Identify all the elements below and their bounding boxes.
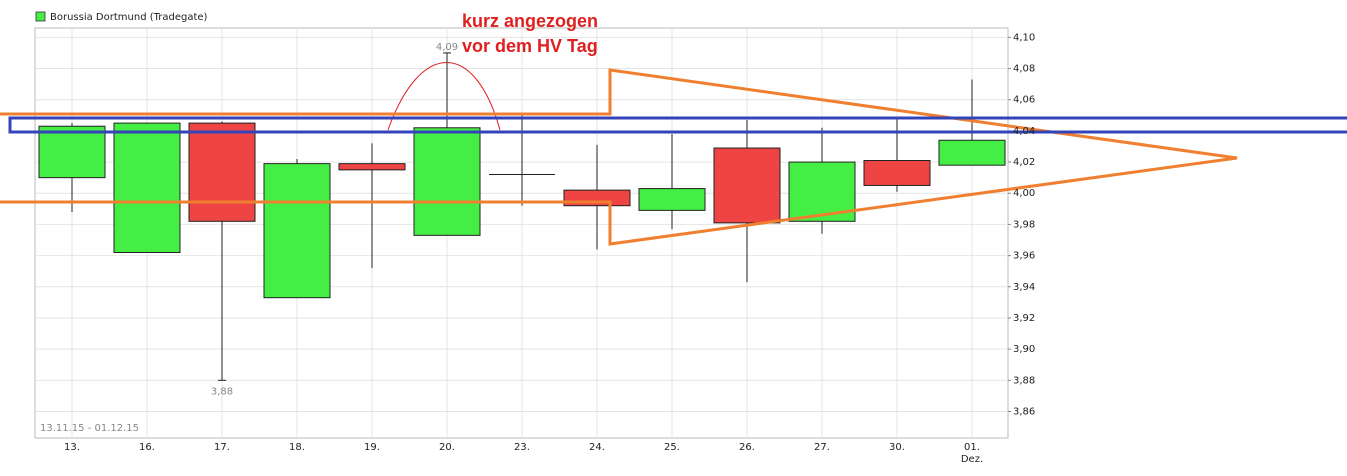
y-tick-label: 4,02 xyxy=(1013,157,1035,168)
y-tick-label: 4,08 xyxy=(1013,64,1035,75)
x-tick-label: 23. xyxy=(514,442,530,453)
arc-overlay xyxy=(387,62,501,131)
candles xyxy=(38,52,1006,381)
y-tick-label: 4,00 xyxy=(1013,188,1035,199)
body xyxy=(638,188,706,211)
y-tick-label: 4,10 xyxy=(1013,32,1035,43)
x-tick-label: 18. xyxy=(289,442,305,453)
date-range: 13.11.15 - 01.12.15 xyxy=(40,423,139,434)
body xyxy=(713,147,781,224)
legend-label: Borussia Dortmund (Tradegate) xyxy=(50,12,208,23)
body xyxy=(938,139,1006,166)
y-tick-label: 3,90 xyxy=(1013,344,1035,355)
low-label: 3,88 xyxy=(211,386,233,397)
body xyxy=(38,125,106,179)
x-tick-label: 24. xyxy=(589,442,605,453)
body xyxy=(188,122,256,222)
high-label: 4,09 xyxy=(436,42,458,53)
y-tick-label: 3,88 xyxy=(1013,375,1035,386)
y-tick-label: 4,04 xyxy=(1013,126,1035,137)
triangle-overlay xyxy=(0,68,1238,246)
x-tick-label: 26. xyxy=(739,442,755,453)
y-tick-label: 3,86 xyxy=(1013,406,1035,417)
body xyxy=(113,122,181,253)
x-tick-label: 13. xyxy=(64,442,80,453)
x-tick-label: 01. xyxy=(964,442,980,453)
x-tick-label: 16. xyxy=(139,442,155,453)
body xyxy=(263,163,331,299)
y-tick-label: 3,98 xyxy=(1013,219,1035,230)
y-tick-label: 3,94 xyxy=(1013,282,1035,293)
y-tick-label: 4,06 xyxy=(1013,95,1035,106)
x-tick-label: 20. xyxy=(439,442,455,453)
annotation: vor dem HV Tag xyxy=(462,36,598,56)
x-tick-label: 19. xyxy=(364,442,380,453)
band-overlay xyxy=(8,116,1347,134)
body xyxy=(863,160,931,186)
body xyxy=(413,127,481,236)
y-tick-label: 3,92 xyxy=(1013,313,1035,324)
x-tick-label: 27. xyxy=(814,442,830,453)
x-tick-label: 25. xyxy=(664,442,680,453)
body xyxy=(338,163,406,171)
legend-swatch xyxy=(35,11,46,22)
annotation: kurz angezogen xyxy=(462,11,598,31)
x-tick-label: 17. xyxy=(214,442,230,453)
month-label: Dez. xyxy=(961,454,983,465)
x-tick-label: 30. xyxy=(889,442,905,453)
y-tick-label: 3,96 xyxy=(1013,251,1035,262)
